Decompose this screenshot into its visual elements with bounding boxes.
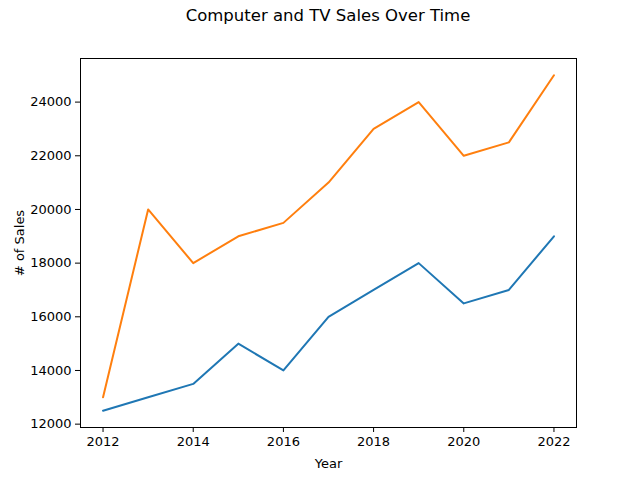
svg-text:Year: Year [314, 456, 343, 471]
svg-text:2014: 2014 [177, 434, 210, 449]
svg-text:2016: 2016 [267, 434, 300, 449]
svg-text:20000: 20000 [30, 202, 71, 217]
svg-text:12000: 12000 [30, 416, 71, 431]
svg-text:24000: 24000 [30, 94, 71, 109]
html-text:Computer and TV Sales Over Tim: Computer and TV Sales Over Time [185, 6, 471, 25]
svg-text:22000: 22000 [30, 148, 71, 163]
svg-text:2018: 2018 [357, 434, 390, 449]
svg-text:18000: 18000 [30, 255, 71, 270]
svg-text:14000: 14000 [30, 363, 71, 378]
svg-text:2020: 2020 [447, 434, 480, 449]
svg-text:2012: 2012 [86, 434, 119, 449]
svg-text:# of Sales: # of Sales [12, 210, 27, 277]
svg-text:2022: 2022 [537, 434, 570, 449]
svg-text:16000: 16000 [30, 309, 71, 324]
